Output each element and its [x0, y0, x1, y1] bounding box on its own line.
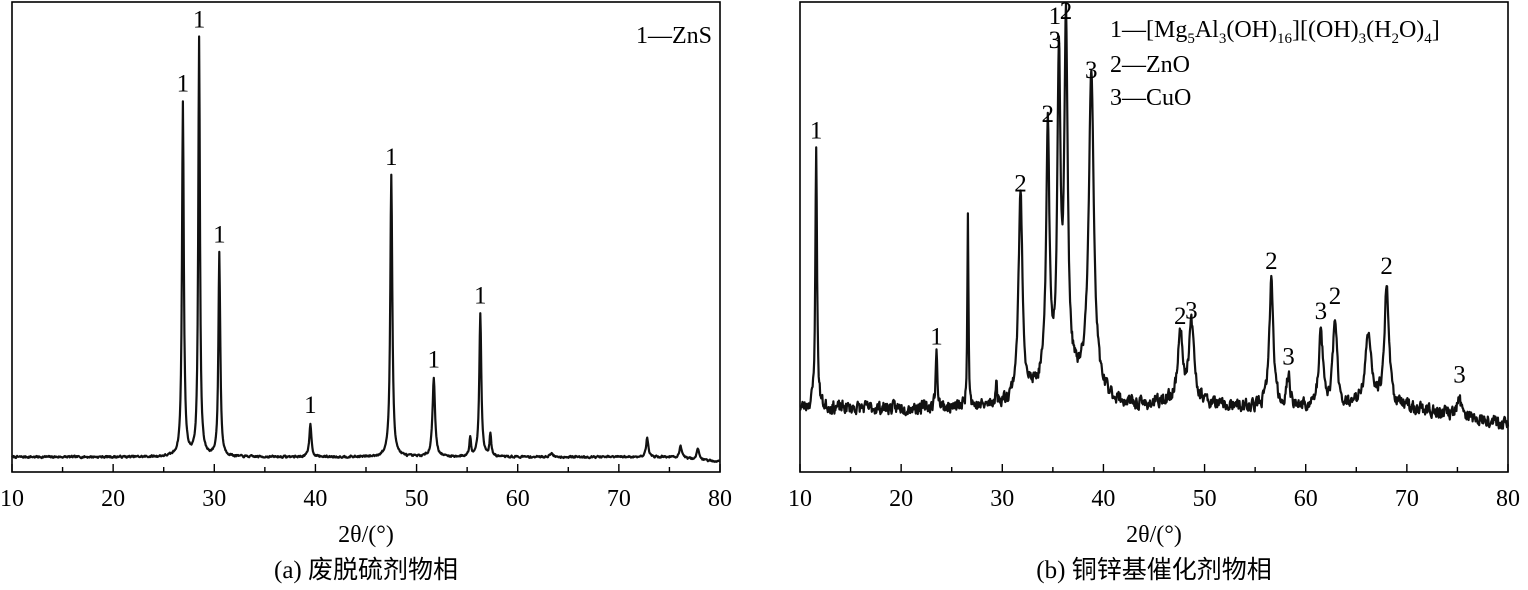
panel-a-peak-label: 1	[385, 144, 398, 171]
panel-b-x-tick-label: 50	[1193, 486, 1217, 512]
panel-b-xrd-curve	[799, 1, 1510, 430]
panel-b-caption: (b) 铜锌基催化剂物相	[1036, 556, 1271, 584]
panel-b-x-axis-label: 2θ/(°)	[1126, 522, 1182, 548]
panel-a: 10 20 30 40 50 60 70 80 1 1 1 1 1 1 1 1—ZnS 2θ/(°) (a…	[0, 1, 732, 584]
panel-b-peak-label: 2	[1014, 171, 1027, 198]
panel-b-legend-entry-2: 2—ZnO	[1110, 52, 1190, 78]
panel-b-peak-label: 1	[930, 324, 943, 351]
panel-a-x-tick-label: 60	[506, 486, 530, 512]
panel-b-peak-label: 3	[1049, 27, 1062, 54]
panel-a-x-tick-label: 20	[101, 486, 125, 512]
panel-a-x-tick-label: 80	[708, 486, 732, 512]
panel-b-peak-label: 2	[1042, 101, 1055, 128]
panel-b-peak-label: 3	[1315, 298, 1328, 325]
panel-a-peak-labels: 1 1 1 1 1 1 1	[177, 6, 487, 419]
panel-a-legend-entry: 1—ZnS	[636, 23, 712, 49]
panel-a-peak-label: 1	[428, 347, 441, 374]
panel-b-peak-label: 1	[810, 117, 823, 144]
panel-a-x-tick-label: 30	[202, 486, 226, 512]
panel-b-x-tick-label: 80	[1496, 486, 1520, 512]
panel-a-x-tick-label: 70	[607, 486, 631, 512]
panel-b-x-tick-label: 70	[1395, 486, 1419, 512]
panel-b-legend: 1—[Mg5Al3(OH)16][(OH)3(H2O)4] 2—ZnO 3—Cu…	[1110, 17, 1440, 111]
panel-a-peak-label: 1	[474, 283, 487, 310]
panel-b-peak-label: 2	[1265, 248, 1278, 275]
panel-a-frame	[11, 1, 721, 473]
panel-b-peak-label: 2	[1174, 303, 1187, 330]
panel-a-x-axis-label: 2θ/(°)	[338, 522, 394, 548]
panel-b-x-tick-label: 40	[1091, 486, 1115, 512]
panel-b-peak-label: 3	[1085, 57, 1098, 84]
panel-b-peak-label: 2	[1380, 253, 1393, 280]
panel-b-peak-label: 3	[1185, 297, 1198, 324]
panel-b-peak-label: 1	[1049, 3, 1062, 30]
panel-a-caption: (a) 废脱硫剂物相	[274, 556, 458, 584]
panel-a-peak-label: 1	[193, 6, 206, 33]
panel-a-x-tick-label: 40	[303, 486, 327, 512]
panel-a-xrd-curve	[11, 35, 721, 463]
panel-b-x-tick-label: 60	[1294, 486, 1318, 512]
panel-b-legend-entry-3: 3—CuO	[1110, 85, 1191, 111]
panel-a-x-tick-label: 50	[405, 486, 429, 512]
panel-b-x-tick-label: 10	[788, 486, 812, 512]
panel-b-peak-label: 2	[1060, 0, 1073, 25]
panel-b-x-tick-label: 30	[990, 486, 1014, 512]
panel-a-peak-label: 1	[213, 222, 226, 249]
panel-b-x-axis: 10 20 30 40 50 60 70 80	[788, 464, 1520, 512]
panel-b-peak-label: 3	[1453, 362, 1466, 389]
panel-a-x-axis: 10 20 30 40 50 60 70 80	[0, 464, 732, 512]
panel-b-legend-entry-1: 1—[Mg5Al3(OH)16][(OH)3(H2O)4]	[1110, 17, 1440, 47]
panel-b-peak-label: 2	[1329, 283, 1342, 310]
panel-b-x-tick-label: 20	[889, 486, 913, 512]
panel-a-peak-label: 1	[177, 71, 190, 98]
panel-a-x-tick-label: 10	[0, 486, 24, 512]
panel-a-peak-label: 1	[304, 392, 317, 419]
panel-b-peak-label: 3	[1282, 343, 1295, 370]
